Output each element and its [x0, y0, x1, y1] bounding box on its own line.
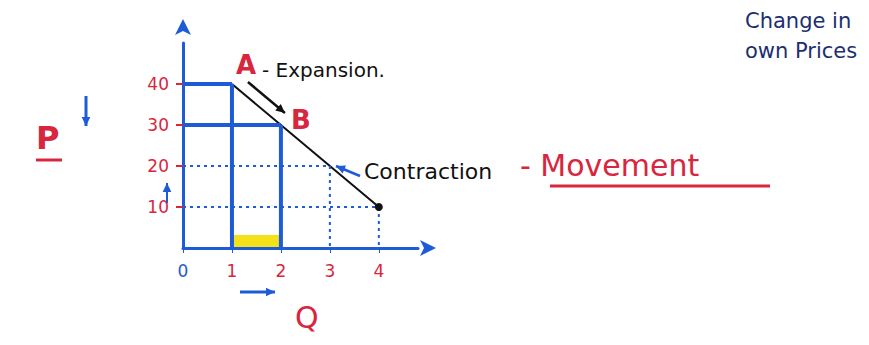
svg-text:own Prices: own Prices [745, 39, 857, 63]
svg-text:2: 2 [276, 261, 287, 281]
svg-text:Change in: Change in [745, 9, 858, 33]
svg-text:Contraction: Contraction [364, 159, 492, 184]
svg-text:- Expansion.: - Expansion. [262, 58, 385, 82]
svg-text:Q: Q [295, 300, 319, 335]
svg-text:10: 10 [147, 197, 169, 217]
svg-text:- Movement: - Movement [520, 148, 700, 183]
svg-text:40: 40 [147, 74, 169, 94]
svg-text:0: 0 [178, 261, 189, 281]
svg-text:1: 1 [227, 261, 238, 281]
svg-text:A: A [236, 50, 256, 80]
svg-text:4: 4 [373, 261, 384, 281]
svg-text:20: 20 [147, 156, 169, 176]
svg-text:B: B [291, 105, 311, 135]
svg-text:P: P [36, 119, 59, 157]
svg-text:30: 30 [147, 115, 169, 135]
svg-text:3: 3 [324, 261, 335, 281]
